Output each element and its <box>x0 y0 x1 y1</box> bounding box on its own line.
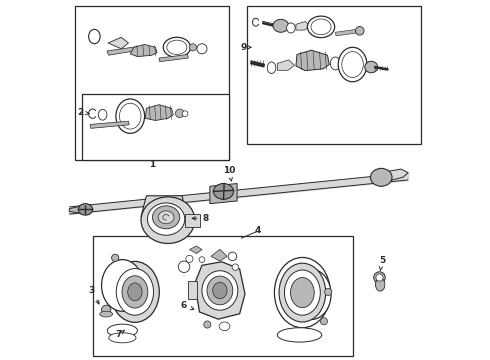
Ellipse shape <box>330 57 341 70</box>
Ellipse shape <box>214 184 234 199</box>
Polygon shape <box>69 205 92 214</box>
Polygon shape <box>130 44 157 57</box>
Ellipse shape <box>167 40 187 54</box>
Text: 10: 10 <box>222 166 235 181</box>
Text: 9: 9 <box>241 43 251 52</box>
Bar <box>74 6 229 160</box>
Circle shape <box>376 274 383 281</box>
Circle shape <box>175 109 184 118</box>
Text: 7: 7 <box>116 330 125 339</box>
Circle shape <box>232 264 239 270</box>
Ellipse shape <box>111 261 159 322</box>
Bar <box>247 6 421 144</box>
Polygon shape <box>210 184 237 204</box>
Ellipse shape <box>207 276 233 305</box>
Ellipse shape <box>128 283 142 301</box>
Bar <box>188 282 196 300</box>
Polygon shape <box>389 169 408 181</box>
Polygon shape <box>141 196 185 217</box>
Ellipse shape <box>311 19 331 35</box>
Ellipse shape <box>116 99 145 134</box>
Polygon shape <box>90 121 129 129</box>
Ellipse shape <box>277 328 322 342</box>
Ellipse shape <box>365 61 378 73</box>
Polygon shape <box>195 262 245 319</box>
Ellipse shape <box>147 203 185 235</box>
Ellipse shape <box>274 257 330 328</box>
Circle shape <box>112 254 119 261</box>
Polygon shape <box>190 246 202 253</box>
Ellipse shape <box>202 271 238 310</box>
Ellipse shape <box>116 269 153 315</box>
Ellipse shape <box>287 23 295 33</box>
Ellipse shape <box>342 51 364 77</box>
Bar <box>82 94 229 160</box>
Ellipse shape <box>219 322 230 330</box>
Ellipse shape <box>213 282 227 299</box>
Circle shape <box>197 44 207 54</box>
Circle shape <box>320 318 327 325</box>
Ellipse shape <box>98 109 107 120</box>
Circle shape <box>190 44 196 51</box>
Circle shape <box>355 27 364 35</box>
Ellipse shape <box>89 30 100 44</box>
Circle shape <box>374 272 385 283</box>
Circle shape <box>228 252 237 261</box>
Ellipse shape <box>109 333 136 343</box>
Ellipse shape <box>78 204 93 215</box>
Circle shape <box>199 257 205 262</box>
Circle shape <box>178 261 190 273</box>
Ellipse shape <box>338 47 367 82</box>
Ellipse shape <box>273 19 289 32</box>
Circle shape <box>101 305 111 315</box>
Ellipse shape <box>291 278 314 308</box>
Ellipse shape <box>292 269 331 319</box>
Polygon shape <box>159 54 188 62</box>
Polygon shape <box>107 46 139 55</box>
Polygon shape <box>296 50 329 71</box>
Ellipse shape <box>285 270 320 315</box>
Circle shape <box>182 111 188 117</box>
Ellipse shape <box>100 311 113 317</box>
Text: 2: 2 <box>77 108 89 117</box>
Ellipse shape <box>152 206 180 229</box>
Text: 3: 3 <box>88 286 99 304</box>
Ellipse shape <box>158 211 174 224</box>
Polygon shape <box>211 249 227 261</box>
Ellipse shape <box>267 62 276 73</box>
Text: 6: 6 <box>181 301 194 310</box>
Circle shape <box>324 288 332 296</box>
Polygon shape <box>335 30 357 36</box>
Ellipse shape <box>163 37 191 57</box>
Text: 5: 5 <box>379 256 385 271</box>
Ellipse shape <box>370 168 392 186</box>
Ellipse shape <box>120 103 141 129</box>
Polygon shape <box>108 37 128 49</box>
Circle shape <box>204 321 211 328</box>
Circle shape <box>186 255 193 262</box>
Ellipse shape <box>279 263 326 322</box>
Text: 1: 1 <box>148 160 155 169</box>
Bar <box>93 235 353 356</box>
Polygon shape <box>296 22 310 30</box>
Ellipse shape <box>107 324 137 337</box>
Polygon shape <box>277 60 294 70</box>
Ellipse shape <box>375 278 385 291</box>
Ellipse shape <box>307 16 335 38</box>
Ellipse shape <box>101 260 143 311</box>
Polygon shape <box>146 105 173 121</box>
Text: 4: 4 <box>254 226 261 235</box>
Text: 8: 8 <box>192 214 209 223</box>
Bar <box>185 214 200 226</box>
Ellipse shape <box>141 197 195 243</box>
Ellipse shape <box>122 276 148 308</box>
